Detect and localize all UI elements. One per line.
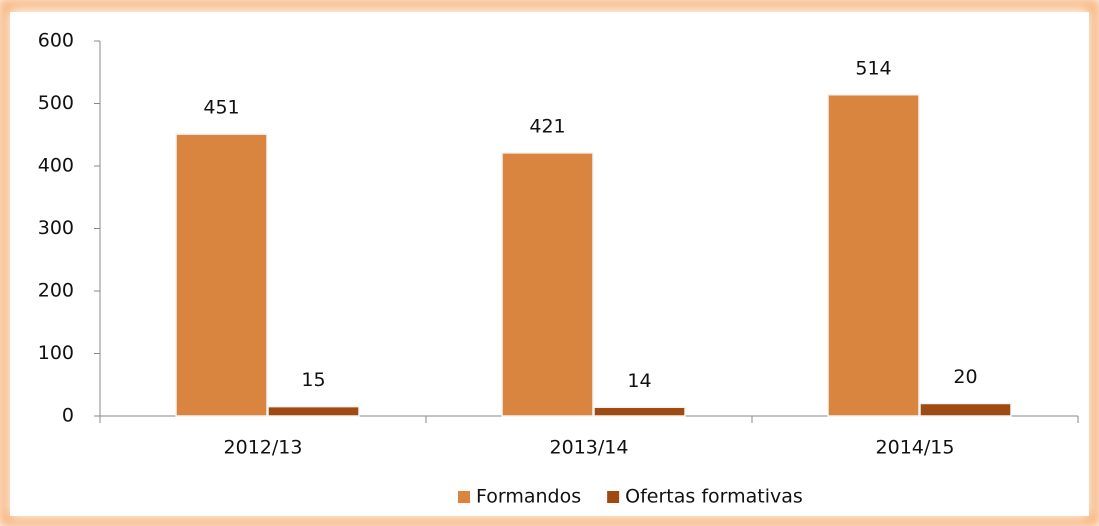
bar	[593, 406, 686, 417]
y-tick-label: 300	[38, 217, 74, 239]
y-tick-label: 200	[38, 280, 74, 302]
y-tick-label: 600	[38, 30, 74, 52]
y-tick-label: 100	[38, 342, 74, 364]
bar	[267, 405, 360, 417]
bar	[919, 402, 1012, 417]
data-label: 14	[627, 370, 651, 392]
x-tick-label: 2014/15	[876, 437, 955, 459]
legend-label: Ofertas formativas	[625, 486, 803, 508]
legend-label: Formandos	[476, 486, 581, 508]
data-label: 20	[953, 366, 977, 388]
bar	[175, 133, 268, 417]
legend-swatch	[458, 491, 470, 503]
data-label: 421	[529, 115, 565, 137]
legend-swatch	[607, 491, 620, 503]
x-tick-label: 2013/14	[550, 437, 629, 459]
bar	[501, 152, 594, 417]
y-tick-label: 500	[38, 92, 74, 114]
x-tick-label: 2012/13	[224, 437, 303, 459]
bar	[827, 94, 920, 417]
data-label: 15	[301, 369, 325, 391]
y-tick-label: 0	[62, 405, 74, 427]
data-label: 451	[203, 97, 239, 119]
y-tick-label: 400	[38, 155, 74, 177]
data-label: 514	[855, 57, 891, 79]
